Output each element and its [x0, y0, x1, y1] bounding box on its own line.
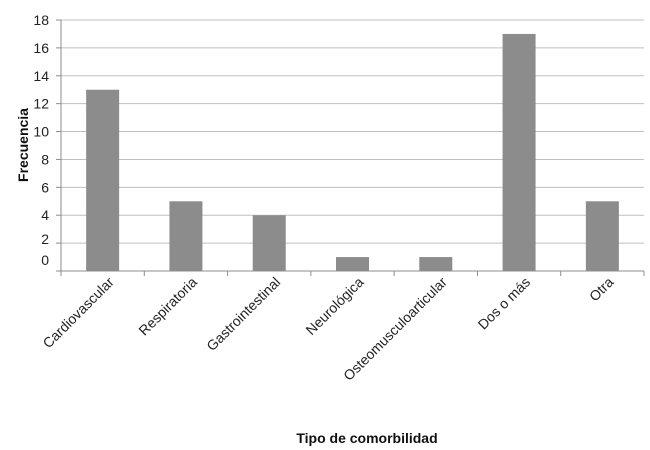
bars	[86, 33, 619, 271]
x-tick-label: Dos o más	[475, 274, 534, 333]
axes	[56, 19, 645, 276]
bar	[169, 201, 203, 271]
bar	[502, 33, 536, 271]
x-tick-label: Gastrointestinal	[203, 274, 283, 354]
y-tick-label: 14	[33, 68, 49, 84]
bar	[419, 257, 453, 271]
y-tick-labels: 0 2 4 6 8 10 12 14 16 18	[33, 12, 49, 268]
y-tick-label: 0	[41, 252, 49, 268]
x-tick-labels: Cardiovascular Respiratoria Gastrointestin…	[39, 274, 616, 384]
x-tick-label: Cardiovascular	[39, 274, 117, 352]
y-tick-label: 2	[41, 231, 49, 247]
y-tick-label: 10	[33, 124, 49, 140]
y-axis-title: Frecuencia	[15, 108, 31, 182]
bar	[252, 215, 286, 271]
y-tick-label: 12	[33, 96, 49, 112]
y-tick-label: 18	[33, 12, 49, 28]
x-tick-label: Respiratoria	[135, 274, 200, 339]
x-axis-title: Tipo de comorbilidad	[296, 430, 437, 446]
gridlines	[61, 19, 644, 244]
y-tick-label: 4	[41, 207, 49, 223]
y-tick-label: 16	[33, 40, 49, 56]
bar	[585, 201, 619, 271]
x-tick-label: Otra	[586, 274, 617, 305]
bar	[86, 89, 120, 271]
x-tick-label: Neurológica	[302, 274, 366, 338]
bar	[336, 257, 369, 271]
y-tick-label: 6	[41, 179, 49, 195]
y-tick-label: 8	[41, 151, 49, 167]
